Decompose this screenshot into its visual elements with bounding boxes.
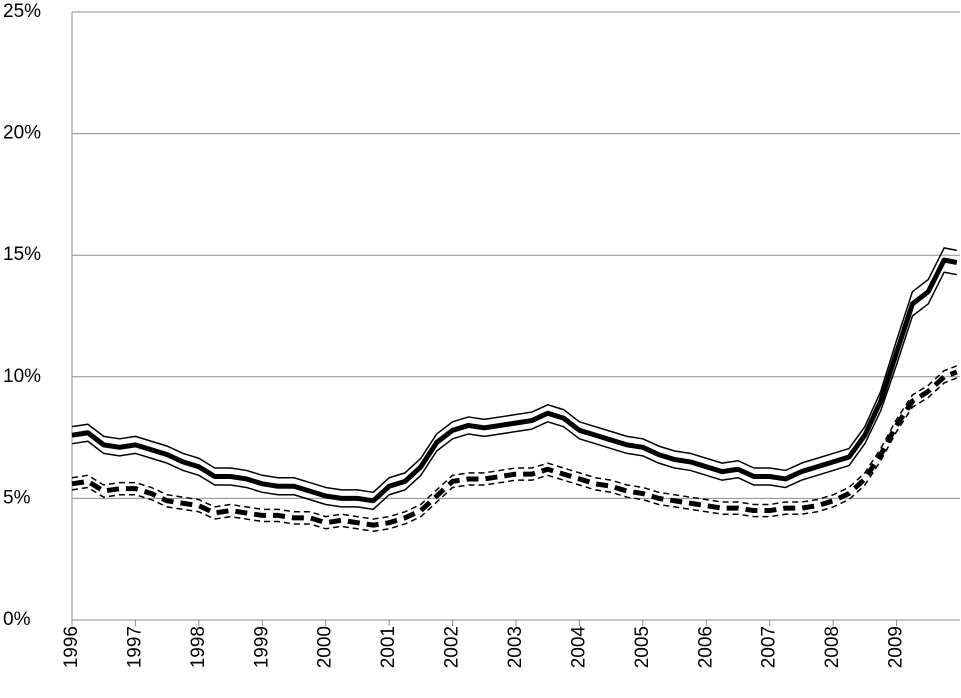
x-tick-label: 1999 [251,626,272,668]
x-tick-label: 2002 [442,626,463,668]
series-line [71,271,957,511]
y-tick-label: 25% [3,1,41,22]
x-tick-label: 2001 [378,626,399,668]
y-tick-label: 5% [3,487,31,508]
series-line [71,257,958,504]
series-line [71,247,957,494]
x-tick-label: 2008 [822,626,843,668]
series-line [71,377,958,532]
x-tick-label: 2005 [632,626,653,668]
x-tick-label: 2004 [568,626,589,669]
y-tick-label: 15% [3,244,41,265]
series-line [71,369,958,528]
x-tick-label: 2000 [315,626,336,668]
x-tick-label: 1998 [188,626,209,668]
x-tick-label: 1997 [124,626,145,668]
y-tick-label: 10% [3,366,41,387]
series-line [71,365,958,520]
x-tick-label: 2006 [695,626,716,668]
x-tick-label: 1996 [61,626,82,668]
x-tick-label: 2007 [759,626,780,668]
y-tick-label: 0% [3,609,31,630]
x-tick-label: 2003 [505,626,526,668]
y-tick-label: 20% [3,123,41,144]
x-tick-label: 2009 [886,626,907,668]
